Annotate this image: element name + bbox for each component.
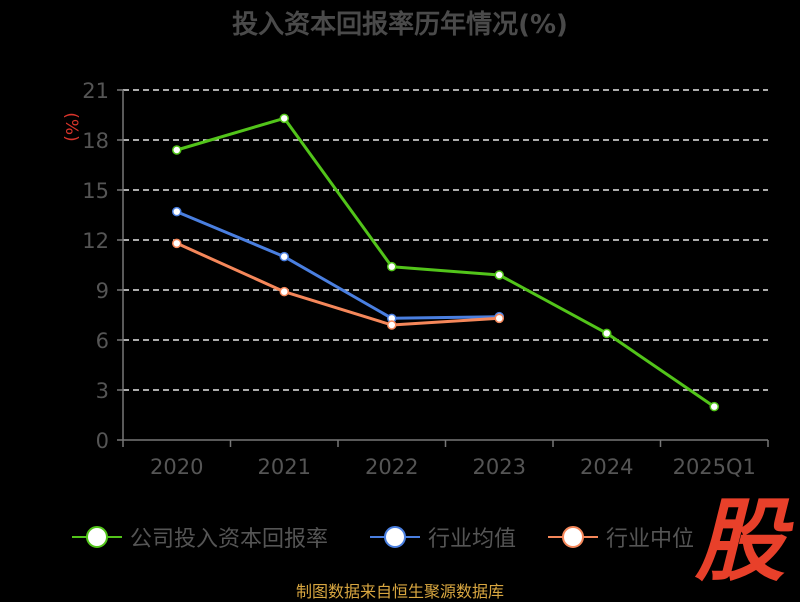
brand-logo: 股 xyxy=(695,489,785,594)
x-tick-label: 2022 xyxy=(365,455,418,479)
legend-label-industry-average: 行业均值 xyxy=(428,527,517,552)
y-tick-label: 21 xyxy=(82,79,109,103)
legend-label-industry-median: 行业中位 xyxy=(606,527,695,552)
x-tick-label: 2021 xyxy=(258,455,311,479)
data-point xyxy=(279,113,289,124)
legend-marker-industry-median xyxy=(548,520,598,554)
data-point xyxy=(709,401,719,412)
series-line-1 xyxy=(176,210,500,320)
data-point xyxy=(387,320,397,330)
series-line-0 xyxy=(176,116,716,408)
y-tick-label: 3 xyxy=(96,379,109,403)
legend-item-company[interactable]: 公司投入资本回报率 xyxy=(72,520,328,554)
axes: 0 3 6 9 12 15 18 21 2020 2021 2022 2023 2024 2025Q1 xyxy=(82,79,769,479)
data-point xyxy=(494,313,504,324)
legend-item-industry-average[interactable]: 行业均值 xyxy=(370,520,516,554)
data-point xyxy=(172,238,182,249)
legend-item-industry-median[interactable]: 行业中位 xyxy=(548,520,694,554)
grid-lines xyxy=(123,89,768,391)
source-note: 制图数据来自恒生聚源数据库 xyxy=(295,582,504,601)
y-tick-label: 15 xyxy=(82,179,109,203)
y-tick-label: 12 xyxy=(82,229,109,253)
legend-marker-company xyxy=(72,520,122,554)
series-lines xyxy=(172,113,719,412)
x-tick-label: 2025Q1 xyxy=(673,455,756,479)
x-tick-label: 2024 xyxy=(580,455,633,479)
legend-marker-industry-average xyxy=(370,520,420,554)
chart-title: 投入资本回报率历年情况(%) xyxy=(232,10,568,40)
x-tick-label: 2023 xyxy=(473,455,526,479)
data-point xyxy=(172,145,182,155)
data-point xyxy=(494,270,504,280)
y-axis-label: (%) xyxy=(61,112,81,141)
data-point xyxy=(172,206,182,217)
x-tick-label: 2020 xyxy=(150,455,203,479)
y-tick-label: 6 xyxy=(96,329,109,353)
data-point xyxy=(602,328,612,339)
legend-label-company: 公司投入资本回报率 xyxy=(130,527,329,552)
y-tick-label: 18 xyxy=(82,129,109,153)
series-line-2 xyxy=(176,241,500,327)
data-point xyxy=(279,251,289,262)
y-tick-label: 0 xyxy=(96,429,109,453)
data-point xyxy=(387,261,397,272)
data-point xyxy=(279,286,289,297)
y-tick-label: 9 xyxy=(96,279,109,303)
